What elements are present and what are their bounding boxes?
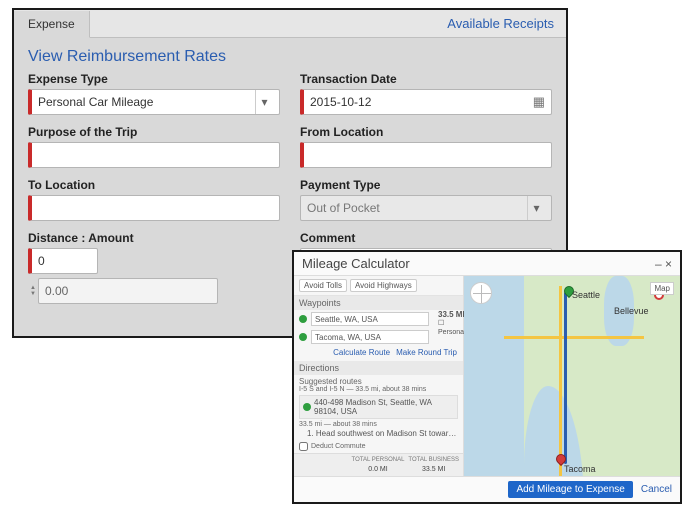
- directions-body: Suggested routes I-5 S and I-5 N — 33.5 …: [294, 375, 463, 440]
- avoid-highways-toggle[interactable]: Avoid Highways: [350, 279, 417, 292]
- suggested-routes-sub: I-5 S and I-5 N — 33.5 mi, about 38 mins: [299, 386, 458, 393]
- waypoint-row: [294, 328, 434, 346]
- map-label-bellevue: Bellevue: [614, 306, 649, 316]
- chevron-down-icon: ▾: [255, 90, 273, 114]
- label-from-location: From Location: [300, 125, 552, 139]
- field-distance-amount: Distance : Amount 0 ▲▼ 0.00: [28, 231, 280, 304]
- totals-row: TOTAL PERSONAL 0.0 MI TOTAL BUSINESS 33.…: [294, 453, 463, 476]
- label-distance-amount: Distance : Amount: [28, 231, 280, 245]
- field-to-location: To Location: [28, 178, 280, 221]
- personal-checkbox-label[interactable]: Personal: [438, 329, 466, 336]
- route-start-address[interactable]: 440-498 Madison St, Seattle, WA 98104, U…: [299, 395, 458, 419]
- view-reimbursement-rates-link[interactable]: View Reimbursement Rates: [14, 38, 566, 72]
- waypoint-input-b[interactable]: [311, 330, 429, 344]
- transaction-date-value: 2015-10-12: [310, 95, 371, 109]
- direction-step: 1. Head southwest on Madison St toward 4…: [299, 428, 458, 439]
- make-round-trip-link[interactable]: Make Round Trip: [396, 348, 457, 357]
- expense-type-value: Personal Car Mileage: [38, 95, 153, 109]
- from-location-input[interactable]: [300, 142, 552, 168]
- available-receipts-link[interactable]: Available Receipts: [447, 16, 554, 31]
- tab-bar: Expense Available Receipts: [14, 10, 566, 38]
- mileage-left-panel: Avoid Tolls Avoid Highways Waypoints 33: [294, 276, 464, 476]
- label-payment-type: Payment Type: [300, 178, 552, 192]
- field-expense-type: Expense Type Personal Car Mileage ▾: [28, 72, 280, 115]
- deduct-commute-checkbox[interactable]: [299, 442, 308, 451]
- payment-type-value: Out of Pocket: [307, 201, 380, 215]
- distance-input[interactable]: 0: [28, 248, 98, 274]
- map-label-tacoma: Tacoma: [564, 464, 596, 474]
- payment-type-select[interactable]: Out of Pocket ▾: [300, 195, 552, 221]
- deduct-commute-row: Deduct Commute: [294, 440, 463, 453]
- segment-distance: 33.5 MI: [438, 310, 465, 319]
- map-panel[interactable]: Seattle Tacoma Bellevue Map: [464, 276, 680, 476]
- to-location-input[interactable]: [28, 195, 280, 221]
- map-label-seattle: Seattle: [572, 290, 600, 300]
- route-options: Avoid Tolls Avoid Highways: [294, 276, 463, 296]
- suggested-routes-label: Suggested routes: [299, 377, 458, 386]
- cancel-link[interactable]: Cancel: [641, 484, 672, 495]
- mileage-calculator-window: Mileage Calculator – × Avoid Tolls Avoid…: [292, 250, 682, 504]
- waypoint-row: [294, 310, 434, 328]
- calendar-icon: ▦: [533, 94, 545, 110]
- field-transaction-date: Transaction Date 2015-10-12 ▦: [300, 72, 552, 115]
- mileage-calc-title: Mileage Calculator: [302, 256, 410, 271]
- label-to-location: To Location: [28, 178, 280, 192]
- deduct-commute-label: Deduct Commute: [311, 443, 365, 450]
- calculate-route-link[interactable]: Calculate Route: [333, 348, 390, 357]
- waypoint-dot-icon: [299, 333, 307, 341]
- avoid-tolls-toggle[interactable]: Avoid Tolls: [299, 279, 347, 292]
- label-comment: Comment: [300, 231, 552, 245]
- add-mileage-button[interactable]: Add Mileage to Expense: [508, 481, 632, 498]
- chevron-down-icon: ▾: [527, 196, 545, 220]
- close-icon[interactable]: – ×: [655, 257, 672, 271]
- field-purpose: Purpose of the Trip: [28, 125, 280, 168]
- total-personal: TOTAL PERSONAL 0.0 MI: [352, 456, 405, 474]
- amount-display: 0.00: [38, 278, 218, 304]
- map-pan-control[interactable]: [470, 282, 492, 304]
- mileage-calc-header: Mileage Calculator – ×: [294, 252, 680, 276]
- route-summary: 33.5 mi — about 38 mins: [299, 421, 458, 428]
- tab-expense[interactable]: Expense: [14, 11, 90, 38]
- waypoint-input-a[interactable]: [311, 312, 429, 326]
- label-purpose: Purpose of the Trip: [28, 125, 280, 139]
- waypoint-dot-icon: [299, 315, 307, 323]
- directions-header: Directions: [294, 361, 463, 375]
- expense-type-select[interactable]: Personal Car Mileage ▾: [28, 89, 280, 115]
- stepper-icon[interactable]: ▲▼: [30, 285, 36, 297]
- field-payment-type: Payment Type Out of Pocket ▾: [300, 178, 552, 221]
- mileage-footer: Add Mileage to Expense Cancel: [294, 476, 680, 502]
- waypoints-header: Waypoints: [294, 296, 463, 310]
- field-from-location: From Location: [300, 125, 552, 168]
- route-address-text: 440-498 Madison St, Seattle, WA 98104, U…: [314, 398, 454, 416]
- transaction-date-input[interactable]: 2015-10-12 ▦: [300, 89, 552, 115]
- label-transaction-date: Transaction Date: [300, 72, 552, 86]
- total-business: TOTAL BUSINESS 33.5 MI: [408, 456, 459, 474]
- label-expense-type: Expense Type: [28, 72, 280, 86]
- purpose-input[interactable]: [28, 142, 280, 168]
- map-type-button[interactable]: Map: [650, 282, 674, 295]
- route-start-icon: [303, 403, 311, 411]
